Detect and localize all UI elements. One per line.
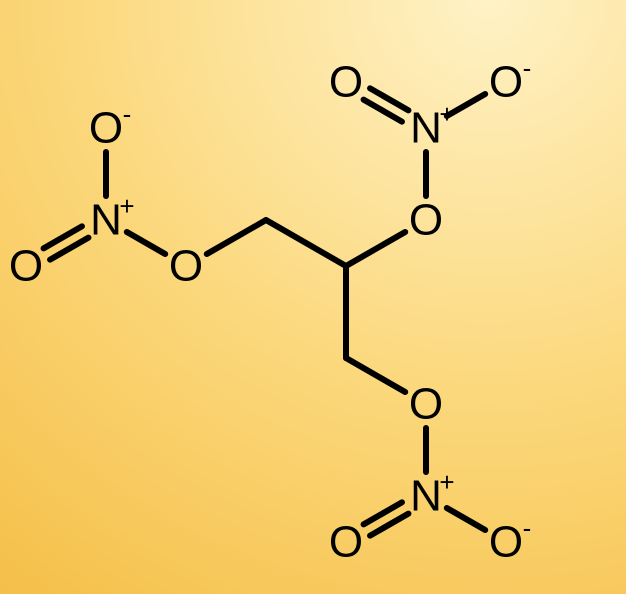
atom-label-n: N bbox=[410, 104, 442, 153]
charge-plus: + bbox=[119, 191, 134, 221]
atom-label-o: O bbox=[9, 242, 43, 291]
atom-label-o: O bbox=[169, 242, 203, 291]
charge-minus: - bbox=[523, 53, 532, 83]
charge-plus: + bbox=[439, 467, 454, 497]
atom-label-o: O bbox=[489, 518, 523, 567]
atom-label-o: O bbox=[329, 58, 363, 107]
atom-label-n: N bbox=[410, 472, 442, 521]
atom-label-o: O bbox=[409, 196, 443, 245]
charge-plus: + bbox=[439, 99, 454, 129]
molecule-diagram: ON+O-OON+O-OON+O-O bbox=[0, 0, 626, 594]
charge-minus: - bbox=[123, 99, 132, 129]
atom-label-o: O bbox=[89, 104, 123, 153]
atom-label-o: O bbox=[409, 380, 443, 429]
molecule-svg: ON+O-OON+O-OON+O-O bbox=[0, 0, 626, 594]
background bbox=[0, 0, 626, 594]
atom-label-o: O bbox=[489, 58, 523, 107]
atom-label-o: O bbox=[329, 518, 363, 567]
atom-label-n: N bbox=[90, 196, 122, 245]
charge-minus: - bbox=[523, 513, 532, 543]
